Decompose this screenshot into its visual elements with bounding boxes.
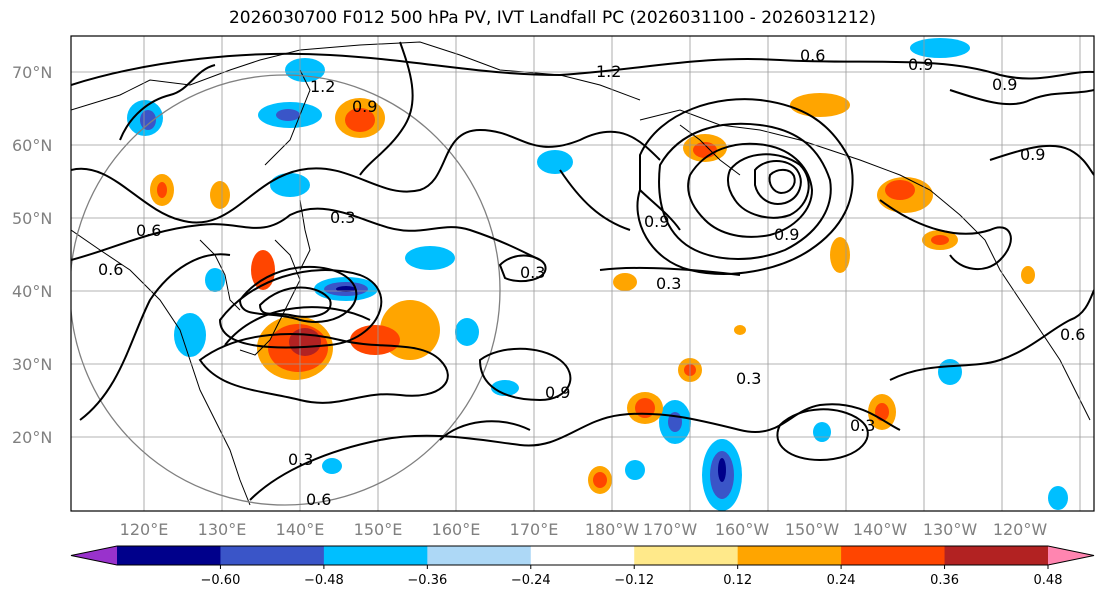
- graticule: [71, 36, 1094, 511]
- colorbar-tick-label: −0.24: [511, 573, 551, 588]
- svg-text:0.3: 0.3: [736, 369, 761, 388]
- latitude-labels: 70°N 60°N 50°N 40°N 30°N 20°N: [12, 63, 52, 447]
- svg-text:20°N: 20°N: [12, 428, 52, 447]
- colorbar-segment: [530, 546, 635, 565]
- svg-text:0.3: 0.3: [288, 450, 313, 469]
- svg-text:150°W: 150°W: [785, 520, 840, 539]
- colorbar-tick-label: 0.12: [723, 573, 752, 588]
- svg-text:0.3: 0.3: [656, 274, 681, 293]
- colorbar-tick-label: 0.48: [1034, 573, 1063, 588]
- map-frame: [70, 35, 1095, 512]
- colorbar-tick-label: −0.12: [614, 573, 654, 588]
- contour-labels: 0.6 1.2 0.9 0.3 0.6 0.9 1.2 0.9 0.3 0.9 …: [98, 46, 1085, 509]
- colorbar-segment: [944, 546, 1049, 565]
- svg-text:30°N: 30°N: [12, 355, 52, 374]
- svg-text:140°E: 140°E: [276, 520, 325, 539]
- svg-text:0.9: 0.9: [992, 75, 1017, 94]
- svg-text:0.6: 0.6: [98, 260, 123, 279]
- svg-text:0.9: 0.9: [774, 225, 799, 244]
- svg-text:0.6: 0.6: [1060, 325, 1085, 344]
- svg-text:0.9: 0.9: [1020, 145, 1045, 164]
- svg-text:180°W: 180°W: [585, 520, 640, 539]
- svg-text:120°W: 120°W: [993, 520, 1048, 539]
- svg-text:140°W: 140°W: [853, 520, 908, 539]
- landfall-region-circle: [71, 74, 501, 506]
- colorbar-segment: [220, 546, 325, 565]
- map-area[interactable]: [71, 36, 1094, 511]
- svg-text:0.9: 0.9: [908, 55, 933, 74]
- pv-contours: [71, 41, 1094, 501]
- colorbar-extend-high: [1048, 546, 1094, 565]
- svg-text:160°W: 160°W: [715, 520, 770, 539]
- svg-text:0.9: 0.9: [644, 212, 669, 231]
- svg-text:0.3: 0.3: [330, 208, 355, 227]
- svg-text:0.3: 0.3: [850, 416, 875, 435]
- svg-text:0.6: 0.6: [306, 490, 331, 509]
- svg-text:0.3: 0.3: [520, 263, 545, 282]
- colorbar-segment: [737, 546, 842, 565]
- svg-text:0.6: 0.6: [136, 221, 161, 240]
- colorbar: −0.60 −0.48 −0.36 −0.24 −0.12 0.12 0.24 0.36 0.4…: [70, 545, 1095, 588]
- svg-text:130°E: 130°E: [198, 520, 247, 539]
- svg-text:0.9: 0.9: [545, 383, 570, 402]
- svg-text:40°N: 40°N: [12, 282, 52, 301]
- colorbar-tick-label: −0.60: [201, 573, 241, 588]
- colorbar-segment: [323, 546, 428, 565]
- colorbar-outline: [70, 545, 1095, 566]
- svg-text:60°N: 60°N: [12, 136, 52, 155]
- svg-text:1.2: 1.2: [310, 77, 335, 96]
- colorbar-tick-label: 0.24: [827, 573, 856, 588]
- svg-text:160°E: 160°E: [432, 520, 481, 539]
- svg-text:130°W: 130°W: [923, 520, 978, 539]
- svg-text:170°E: 170°E: [510, 520, 559, 539]
- colorbar-segment: [841, 546, 946, 565]
- svg-text:70°N: 70°N: [12, 63, 52, 82]
- svg-text:150°E: 150°E: [354, 520, 403, 539]
- svg-text:120°E: 120°E: [120, 520, 169, 539]
- svg-text:0.6: 0.6: [800, 46, 825, 65]
- colorbar-tick-label: −0.36: [407, 573, 447, 588]
- colorbar-segment: [634, 546, 739, 565]
- plot-title: 2026030700 F012 500 hPa PV, IVT Landfall…: [228, 8, 876, 28]
- colorbar-segment: [117, 546, 221, 565]
- longitude-labels: 120°E 130°E 140°E 150°E 160°E 170°E 180°…: [120, 520, 1048, 539]
- colorbar-tick-label: −0.48: [304, 573, 344, 588]
- colorbar-extend-low: [71, 546, 117, 565]
- svg-text:170°W: 170°W: [643, 520, 698, 539]
- svg-text:50°N: 50°N: [12, 209, 52, 228]
- colorbar-segment: [427, 546, 532, 565]
- colorbar-tick-label: 0.36: [930, 573, 959, 588]
- svg-text:0.9: 0.9: [352, 97, 377, 116]
- svg-text:1.2: 1.2: [596, 62, 621, 81]
